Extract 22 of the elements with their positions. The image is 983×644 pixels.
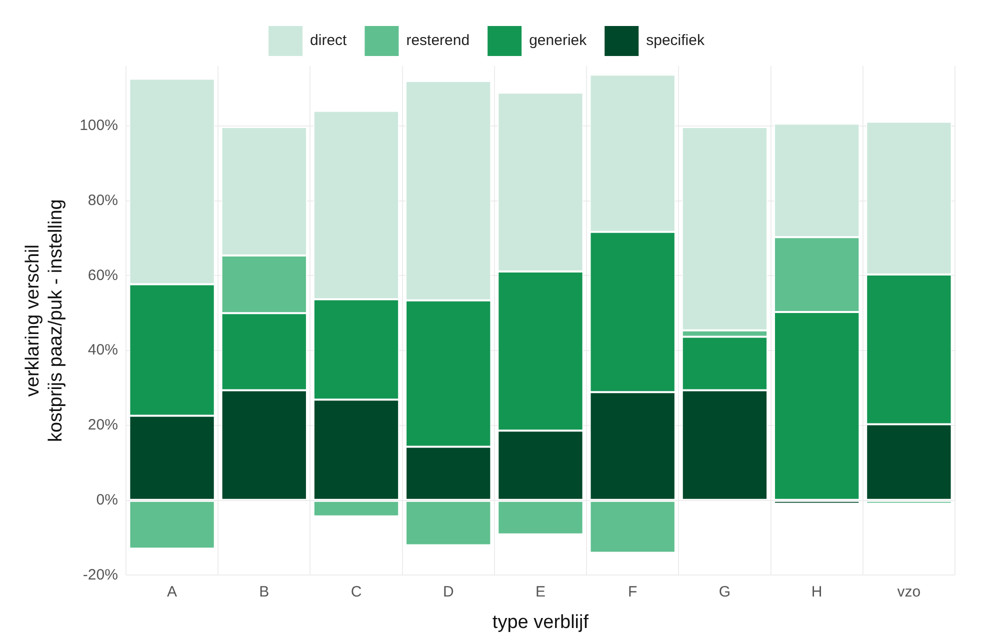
y-tick-label: 80%: [88, 192, 118, 209]
x-tick-label: B: [259, 583, 270, 600]
legend-label: direct: [310, 32, 348, 50]
x-tick-label: vzo: [897, 583, 921, 600]
x-tick-label: G: [718, 583, 731, 600]
x-tick-label: E: [535, 583, 546, 600]
y-tick-label: 100%: [80, 117, 118, 134]
x-tick-label: C: [350, 583, 362, 600]
legend-label: specifiek: [646, 32, 705, 50]
x-axis-title: type verblijf: [492, 612, 590, 633]
legend-label: resterend: [406, 32, 470, 50]
y-tick-label: 0%: [96, 491, 118, 508]
y-tick-label: 60%: [88, 266, 118, 284]
x-tick-label: H: [811, 583, 822, 600]
x-tick-label: D: [442, 583, 454, 600]
legend-label: generiek: [529, 32, 588, 50]
y-axis-title: verklaring verschil kostprijs paaz/puk - instelling: [22, 199, 66, 442]
y-tick-label: 20%: [88, 416, 118, 434]
x-tick-label: F: [628, 583, 638, 600]
y-tick-label: 40%: [88, 342, 118, 359]
y-tick-label: -20%: [82, 566, 118, 584]
x-tick-label: A: [167, 583, 178, 600]
